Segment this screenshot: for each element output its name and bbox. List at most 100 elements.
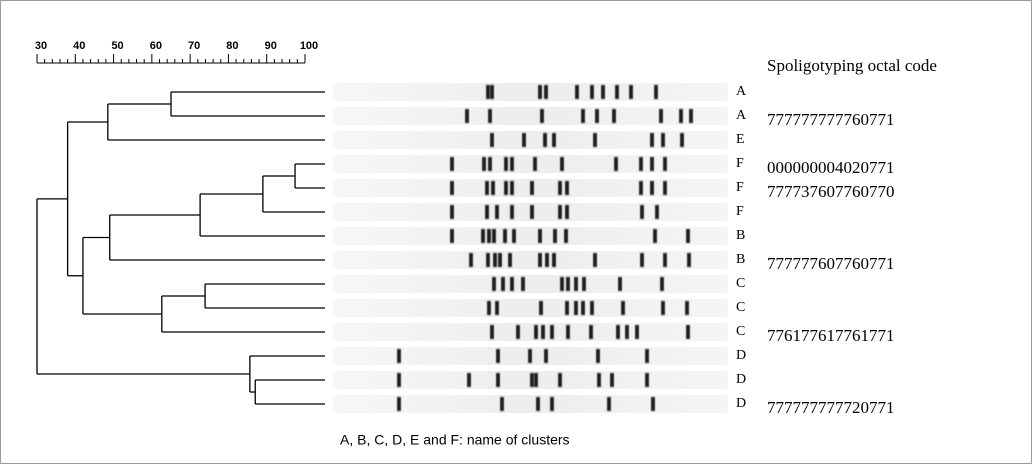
gel-band	[581, 301, 585, 315]
gel-lane	[333, 227, 728, 245]
gel-band	[482, 157, 486, 171]
gel-band	[510, 205, 514, 219]
gel-band	[687, 253, 691, 267]
cluster-label: E	[736, 132, 745, 147]
gel-band	[530, 181, 534, 195]
gel-band	[534, 325, 538, 339]
octal-code: 000000004020771	[767, 158, 895, 177]
gel-band	[566, 277, 570, 291]
gel-band	[590, 85, 594, 99]
gel-band	[538, 253, 542, 267]
octal-code: 777777607760771	[767, 254, 895, 273]
gel-band	[530, 205, 534, 219]
scale-tick-label: 90	[265, 40, 277, 52]
cluster-label: A	[736, 108, 747, 123]
gel-band	[663, 181, 667, 195]
gel-band	[558, 181, 562, 195]
gel-band	[612, 109, 616, 123]
gel-band	[566, 325, 570, 339]
gel-band	[640, 205, 644, 219]
octal-code: 777777777760771	[767, 110, 895, 129]
scale-tick-label: 40	[73, 40, 85, 52]
gel-band	[541, 325, 545, 339]
gel-band	[501, 277, 505, 291]
gel-band	[558, 205, 562, 219]
gel-band	[492, 277, 496, 291]
gel-band	[544, 85, 548, 99]
figure: Spoligotyping octal code A, B, C, D, E a…	[0, 0, 1032, 464]
gel-band	[685, 301, 689, 315]
cluster-label: B	[736, 252, 745, 267]
gel-band	[635, 325, 639, 339]
gel-band	[593, 253, 597, 267]
gel-band	[574, 301, 578, 315]
gel-band	[629, 85, 633, 99]
gel-band	[487, 301, 491, 315]
gel-band	[596, 349, 600, 363]
gel-band	[544, 349, 548, 363]
gel-band	[495, 205, 499, 219]
gel-band	[538, 85, 542, 99]
scale-tick-label: 30	[35, 40, 47, 52]
gel-lane	[333, 275, 728, 293]
gel-band	[645, 373, 649, 387]
gel-band	[686, 229, 690, 243]
cluster-label: D	[736, 348, 746, 363]
gel-band	[500, 397, 504, 411]
gel-lane	[333, 395, 728, 413]
gel-band	[510, 277, 514, 291]
gel-band	[516, 325, 520, 339]
octal-code: 777777777720771	[767, 398, 895, 417]
gel-band	[510, 157, 514, 171]
scale-tick-label: 100	[300, 40, 318, 52]
gel-band	[545, 253, 549, 267]
gel-band	[485, 205, 489, 219]
gel-band	[601, 85, 605, 99]
gel-band	[450, 157, 454, 171]
gel-band	[589, 325, 593, 339]
gel-band	[615, 85, 619, 99]
cluster-label: C	[736, 324, 745, 339]
cluster-label: C	[736, 276, 745, 291]
gel-band	[503, 229, 507, 243]
gel-band	[655, 205, 659, 219]
gel-band	[650, 157, 654, 171]
gel-band	[540, 109, 544, 123]
gel-band	[645, 349, 649, 363]
gel-band	[469, 253, 473, 267]
gel-band	[650, 133, 654, 147]
gel-band	[397, 349, 401, 363]
gel-band	[490, 133, 494, 147]
gel-band	[640, 253, 644, 267]
gel-band	[550, 325, 554, 339]
gel-band	[625, 325, 629, 339]
gel-lane	[333, 131, 728, 149]
gel-lane	[333, 323, 728, 341]
gel-band	[614, 157, 618, 171]
gel-band	[621, 301, 625, 315]
gel-band	[597, 373, 601, 387]
gel-band	[504, 181, 508, 195]
gel-band	[491, 181, 495, 195]
gel-band	[485, 181, 489, 195]
gel-band	[565, 181, 569, 195]
gel-band	[493, 253, 497, 267]
gel-band	[616, 325, 620, 339]
gel-band	[607, 397, 611, 411]
gel-band	[575, 85, 579, 99]
cluster-label: F	[736, 156, 744, 171]
gel-band	[510, 181, 514, 195]
gel-band	[508, 253, 512, 267]
gel-band	[536, 397, 540, 411]
gel-band	[486, 253, 490, 267]
gel-band	[481, 229, 485, 243]
gel-band	[679, 109, 683, 123]
gel-lane	[333, 251, 728, 269]
gel-band	[680, 133, 684, 147]
octal-code: 776177617761771	[767, 326, 895, 345]
gel-band	[528, 349, 532, 363]
cluster-label: A	[736, 84, 747, 99]
gel-band	[490, 325, 494, 339]
gel-band	[553, 229, 557, 243]
gel-band	[538, 229, 542, 243]
